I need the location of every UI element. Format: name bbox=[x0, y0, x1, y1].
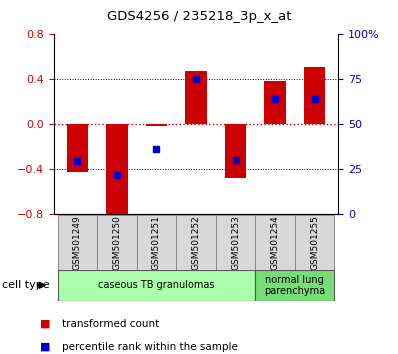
Text: ■: ■ bbox=[40, 342, 50, 352]
Text: GSM501255: GSM501255 bbox=[310, 215, 319, 270]
Bar bbox=[176, 215, 216, 270]
Bar bbox=[224, 124, 246, 178]
Bar bbox=[97, 215, 137, 270]
Bar bbox=[255, 270, 334, 301]
Bar bbox=[255, 215, 295, 270]
Text: transformed count: transformed count bbox=[62, 319, 159, 329]
Text: cell type: cell type bbox=[2, 280, 50, 290]
Bar bbox=[137, 215, 176, 270]
Text: ■: ■ bbox=[40, 319, 50, 329]
Bar bbox=[58, 270, 255, 301]
Bar bbox=[146, 124, 168, 126]
Text: caseous TB granulomas: caseous TB granulomas bbox=[98, 280, 215, 290]
Text: percentile rank within the sample: percentile rank within the sample bbox=[62, 342, 238, 352]
Text: GSM501249: GSM501249 bbox=[73, 215, 82, 270]
Bar bbox=[58, 215, 97, 270]
Text: GSM501250: GSM501250 bbox=[113, 215, 121, 270]
Text: GSM501253: GSM501253 bbox=[231, 215, 240, 270]
Text: GDS4256 / 235218_3p_x_at: GDS4256 / 235218_3p_x_at bbox=[107, 10, 291, 23]
Text: GSM501252: GSM501252 bbox=[191, 215, 201, 270]
Bar bbox=[216, 215, 255, 270]
Bar bbox=[185, 71, 207, 124]
Bar bbox=[264, 81, 286, 124]
Text: normal lung
parenchyma: normal lung parenchyma bbox=[264, 274, 326, 296]
Bar bbox=[106, 124, 128, 216]
Text: GSM501254: GSM501254 bbox=[271, 215, 279, 270]
Text: GSM501251: GSM501251 bbox=[152, 215, 161, 270]
Bar bbox=[295, 215, 334, 270]
Bar bbox=[304, 68, 326, 124]
Bar bbox=[66, 124, 88, 172]
